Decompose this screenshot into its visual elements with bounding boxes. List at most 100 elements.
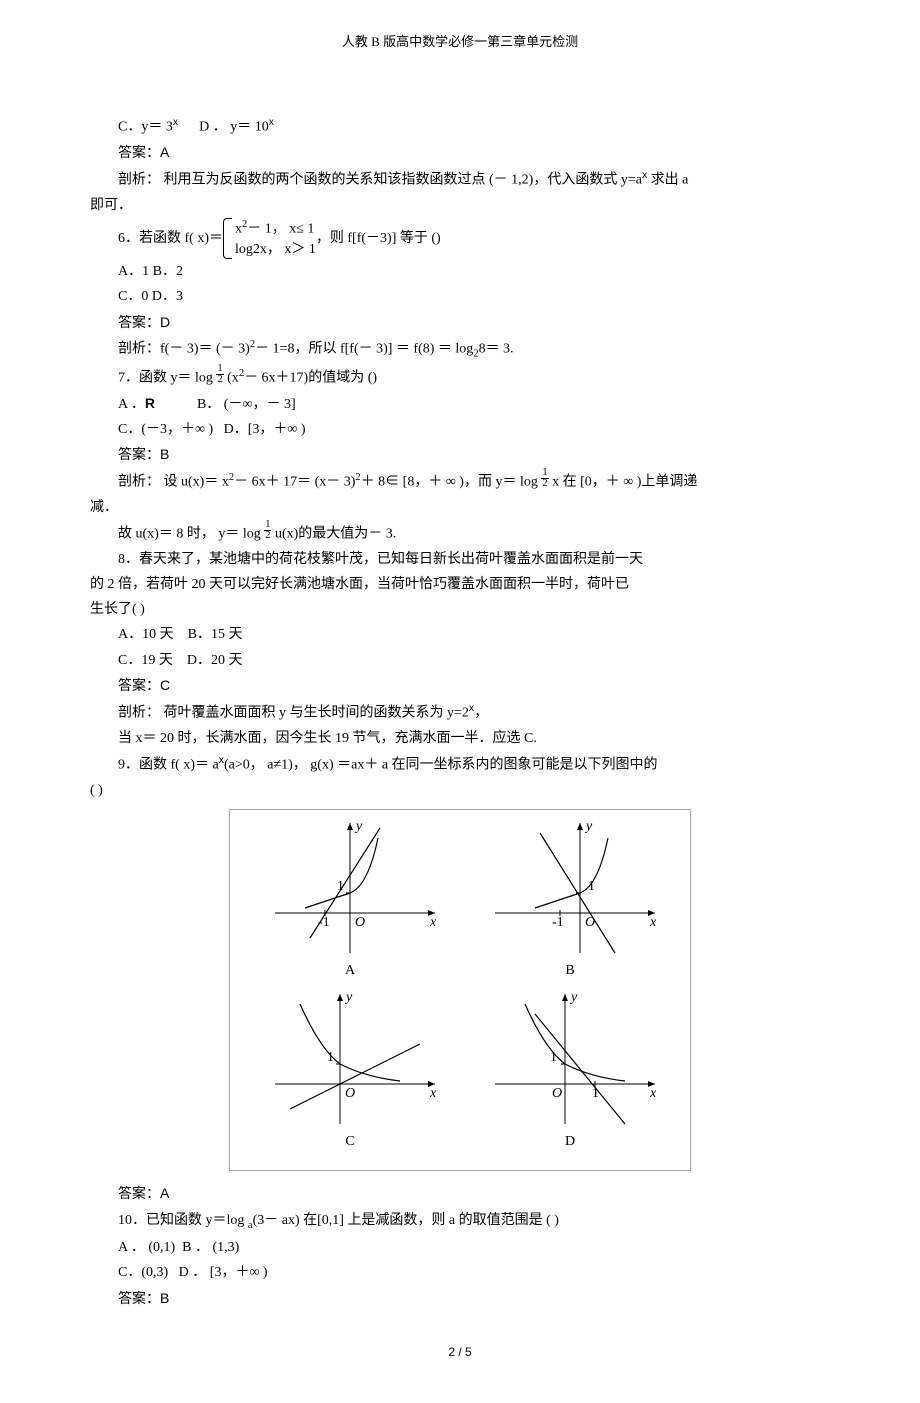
sub-bot: 2 bbox=[216, 375, 223, 384]
figure-row-1: x y O 1 -1 A bbox=[240, 818, 680, 983]
q8-optB: B．15 天 bbox=[188, 627, 243, 642]
q5-exp2: 求出 a bbox=[647, 173, 688, 188]
q7-answer: 答案：B bbox=[90, 442, 830, 468]
sb2: 2 bbox=[264, 531, 271, 540]
answer-label: 答案： bbox=[118, 448, 160, 463]
q6-optD: D．3 bbox=[152, 289, 183, 304]
q9-s1: 9．函数 f( x)＝ a bbox=[118, 758, 219, 773]
q7-optA-bold: R bbox=[145, 395, 155, 411]
q8-l1: 8．春天来了，某池塘中的荷花枝繁叶茂，已知每日新长出荷叶覆盖水面面积是前一天 bbox=[90, 547, 830, 572]
q7-stem2: (x bbox=[224, 371, 239, 386]
q7-explain-l1: 剖析： 设 u(x)＝ x2－ 6x＋ 17＝ (x－ 3)2＋ 8∈ [8，＋… bbox=[90, 468, 830, 495]
figure-row-2: x y O 1 C x bbox=[240, 989, 680, 1154]
svg-text:O: O bbox=[552, 1086, 562, 1101]
q5-explain-l2: 即可． bbox=[90, 193, 830, 218]
log-half-sub: 12 bbox=[216, 364, 223, 384]
q7-optC: C．(－3，＋∞ ) bbox=[118, 422, 213, 437]
q6-optsAB: A．1 B．2 bbox=[90, 259, 830, 284]
q8-explain-l1: 剖析： 荷叶覆盖水面面积 y 与生长时间的函数关系为 y=2x， bbox=[90, 699, 830, 726]
q6-optB: B．2 bbox=[153, 264, 183, 279]
q7-explain-l3: 故 u(x)＝ 8 时， y＝ log 12 u(x)的最大值为－ 3. bbox=[90, 520, 830, 547]
page-footer: 2 / 5 bbox=[90, 1342, 830, 1364]
q7-stem1: 7．函数 y＝ log bbox=[118, 371, 216, 386]
svg-text:-1: -1 bbox=[552, 915, 564, 930]
q5-ans: A bbox=[160, 144, 169, 160]
q6-exp3: 8＝ 3. bbox=[479, 342, 514, 357]
q6-explain: 剖析：f(－ 3)＝ (－ 3)2－ 1=8，所以 f[f(－ 3)] ＝ f(… bbox=[90, 336, 830, 364]
q6-optsCD: C．0 D．3 bbox=[90, 284, 830, 309]
page: 人教 B 版高中数学必修一第三章单元检测 C．y＝ 3x D ． y＝ 10x … bbox=[0, 0, 920, 1403]
q9-answer: 答案：A bbox=[90, 1181, 830, 1207]
chart-B: x y O 1 -1 bbox=[480, 818, 660, 958]
q5-options: C．y＝ 3x D ． y＝ 10x bbox=[90, 113, 830, 140]
label-D: D bbox=[480, 1129, 660, 1154]
q6-stem1: 6．若函数 f( x)＝ bbox=[118, 226, 223, 251]
q5-optC: C．y＝ 3 bbox=[118, 120, 173, 135]
q6-answer: 答案：D bbox=[90, 310, 830, 336]
chart-A: x y O 1 -1 bbox=[260, 818, 440, 958]
q9-stem-l2: ( ) bbox=[90, 778, 830, 803]
explain-label: 剖析： bbox=[118, 475, 160, 490]
panel-A: x y O 1 -1 A bbox=[260, 818, 440, 983]
q10-optC: C．(0,3) bbox=[118, 1265, 168, 1280]
q5-optC-sup: x bbox=[173, 116, 178, 128]
panel-B: x y O 1 -1 B bbox=[480, 818, 660, 983]
pw-bot: log2x， x＞ 1 bbox=[235, 240, 316, 260]
q10-optsCD: C．(0,3) D ． [3，＋∞ ) bbox=[90, 1260, 830, 1285]
q9-s2: (a>0， a≠1)， g(x) ＝ax＋ a 在同一坐标系内的图象可能是以下列… bbox=[224, 758, 658, 773]
q8-optD: D．20 天 bbox=[187, 653, 243, 668]
q9-stem-l1: 9．函数 f( x)＝ ax(a>0， a≠1)， g(x) ＝ax＋ a 在同… bbox=[90, 751, 830, 778]
label-B: B bbox=[480, 958, 660, 983]
q8-optsCD: C．19 天 D．20 天 bbox=[90, 648, 830, 673]
chart-D: x y O 1 1 bbox=[480, 989, 660, 1129]
log-half-sub3: 12 bbox=[264, 520, 271, 540]
explain-label: 剖析： bbox=[118, 706, 160, 721]
q5-exp1: 利用互为反函数的两个函数的关系知该指数函数过点 (－ 1,2)，代入函数式 y=… bbox=[160, 173, 642, 188]
q7-e6b: u(x)的最大值为－ 3. bbox=[271, 527, 396, 542]
sb: 2 bbox=[541, 479, 548, 488]
q7-e6a: 故 u(x)＝ 8 时， y＝ log bbox=[118, 527, 264, 542]
content-body: C．y＝ 3x D ． y＝ 10x 答案：A 剖析： 利用互为反函数的两个函数… bbox=[90, 113, 830, 1311]
q7-stem3: － 6x＋17)的值域为 () bbox=[244, 371, 377, 386]
q7-optsCD: C．(－3，＋∞ ) D．[3，＋∞ ) bbox=[90, 417, 830, 442]
q7-stem: 7．函数 y＝ log 12 (x2 － 6x＋17)的值域为 () bbox=[90, 364, 830, 391]
q7-ans: B bbox=[160, 446, 169, 462]
chart-C: x y O 1 bbox=[260, 989, 440, 1129]
panel-D: x y O 1 1 D bbox=[480, 989, 660, 1154]
q8-l2: 的 2 倍，若荷叶 20 天可以完好长满池塘水面，当荷叶恰巧覆盖水面面积一半时，… bbox=[90, 572, 830, 597]
q6-stem2: ，则 f[f(－3)] 等于 () bbox=[316, 226, 441, 251]
q10-optD: D ． [3，＋∞ ) bbox=[179, 1265, 268, 1280]
svg-text:y: y bbox=[569, 990, 578, 1005]
q10-stem: 10．已知函数 y＝log a(3－ ax) 在[0,1] 上是减函数，则 a … bbox=[90, 1208, 830, 1236]
pw-top2: － 1， x≤ 1 bbox=[247, 222, 314, 237]
figure-box: x y O 1 -1 A bbox=[229, 809, 691, 1171]
q5-answer: 答案：A bbox=[90, 140, 830, 166]
q8-answer: 答案：C bbox=[90, 673, 830, 699]
q7-optD: D．[3，＋∞ ) bbox=[224, 422, 306, 437]
q10-optA: A ． (0,1) bbox=[118, 1240, 175, 1255]
svg-text:x: x bbox=[429, 1086, 437, 1101]
explain-label: 剖析： bbox=[118, 342, 160, 357]
svg-text:O: O bbox=[345, 1086, 355, 1101]
q8-l3: 生长了( ) bbox=[90, 597, 830, 622]
q6-exp2: － 1=8，所以 f[f(－ 3)] ＝ f(8) ＝ log bbox=[255, 342, 473, 357]
q7-optB: B． (－∞，－ 3] bbox=[197, 397, 296, 412]
answer-label: 答案： bbox=[118, 1187, 160, 1202]
pw-top1: x bbox=[235, 222, 242, 237]
q6-stem: 6．若函数 f( x)＝ x2－ 1， x≤ 1 log2x， x＞ 1 ，则 … bbox=[90, 218, 830, 259]
q10-optB: B ． (1,3) bbox=[182, 1240, 239, 1255]
svg-text:x: x bbox=[649, 915, 657, 930]
log-half-sub2: 12 bbox=[541, 468, 548, 488]
q8-e1b: ， bbox=[474, 706, 488, 721]
q8-explain-l2: 当 x＝ 20 时，长满水面，因今生长 19 节气，充满水面一半．应选 C. bbox=[90, 726, 830, 751]
q10-ans: B bbox=[160, 1290, 169, 1306]
svg-text:O: O bbox=[585, 915, 595, 930]
q8-optsAB: A．10 天 B．15 天 bbox=[90, 622, 830, 647]
q6-ans: D bbox=[160, 314, 170, 330]
page-header: 人教 B 版高中数学必修一第三章单元检测 bbox=[90, 30, 830, 53]
q10-s2: (3－ ax) 在[0,1] 上是减函数，则 a 的取值范围是 ( ) bbox=[253, 1213, 559, 1228]
q8-optA: A．10 天 bbox=[118, 627, 174, 642]
q5-explain-l1: 剖析： 利用互为反函数的两个函数的关系知该指数函数过点 (－ 1,2)，代入函数… bbox=[90, 166, 830, 193]
explain-label: 剖析： bbox=[118, 173, 160, 188]
svg-text:x: x bbox=[649, 1086, 657, 1101]
